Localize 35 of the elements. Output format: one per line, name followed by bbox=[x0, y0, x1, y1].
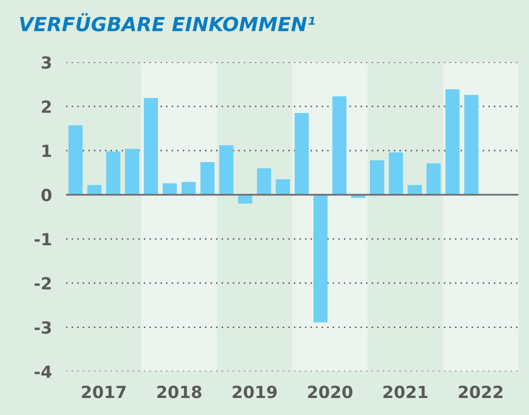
y-tick-label: -2 bbox=[34, 277, 51, 290]
bar bbox=[370, 160, 384, 195]
y-tick-label: -4 bbox=[34, 366, 52, 378]
bar bbox=[144, 98, 158, 195]
x-tick-label: 2021 bbox=[383, 386, 428, 398]
bar bbox=[162, 183, 177, 195]
bar bbox=[332, 96, 346, 195]
bar bbox=[87, 185, 102, 195]
x-tick-label: 2020 bbox=[308, 386, 352, 398]
y-tick-label: 1 bbox=[42, 144, 52, 157]
x-tick-label: 2022 bbox=[458, 386, 502, 398]
bar bbox=[408, 185, 422, 195]
bar bbox=[256, 168, 272, 195]
bar bbox=[219, 145, 234, 195]
x-tick-label: 2018 bbox=[157, 386, 202, 398]
y-tick-label: -1 bbox=[34, 233, 52, 246]
x-tick-label: 2019 bbox=[232, 386, 277, 398]
bar bbox=[106, 151, 120, 195]
y-tick-label: 0 bbox=[41, 188, 52, 202]
bar bbox=[182, 182, 196, 195]
bar bbox=[426, 163, 441, 195]
bar bbox=[294, 113, 309, 195]
bar bbox=[200, 162, 215, 195]
bar bbox=[125, 148, 140, 195]
bar bbox=[276, 179, 290, 195]
bar bbox=[388, 152, 403, 195]
y-tick-label: -3 bbox=[34, 321, 51, 334]
bar bbox=[445, 89, 460, 195]
bar bbox=[313, 194, 328, 322]
x-tick-label: 2017 bbox=[82, 386, 126, 398]
y-tick-label: 2 bbox=[42, 100, 51, 113]
bar bbox=[464, 94, 478, 195]
y-tick-label: 3 bbox=[42, 56, 51, 69]
chart-title: VERFÜGBARE EINKOMMEN¹ bbox=[20, 13, 315, 32]
bar bbox=[68, 125, 83, 195]
